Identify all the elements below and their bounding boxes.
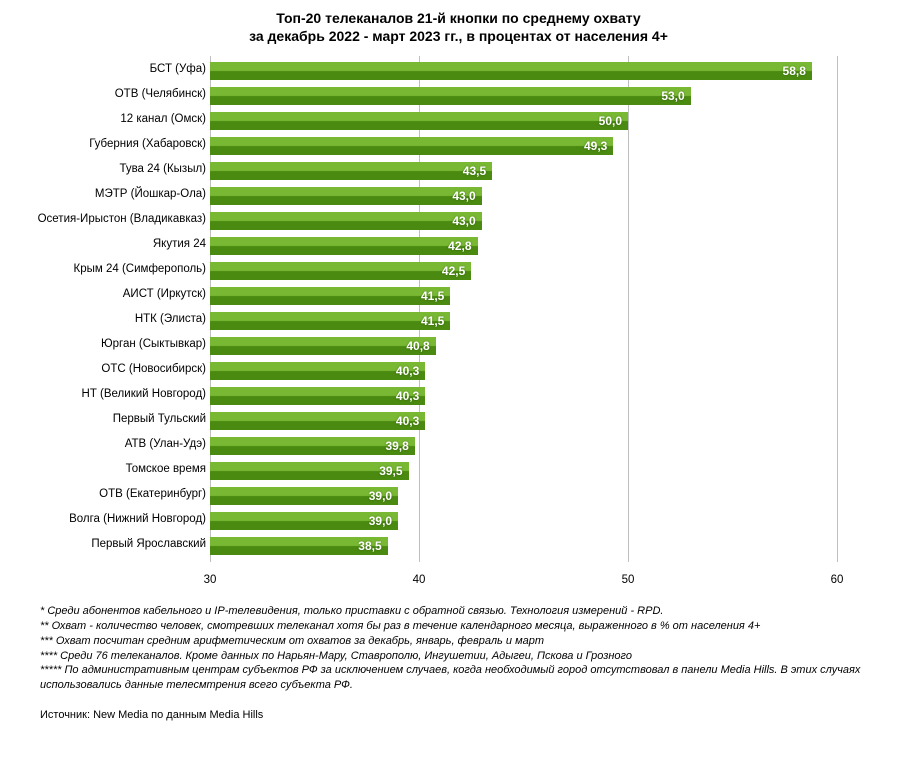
bar: 40,8 bbox=[210, 337, 436, 355]
category-label: Первый Ярославский bbox=[91, 538, 206, 550]
bar-value-label: 39,8 bbox=[385, 439, 408, 453]
bar: 42,5 bbox=[210, 262, 471, 280]
bar-value-label: 43,0 bbox=[452, 189, 475, 203]
source-line: Источник: New Media по данным Media Hill… bbox=[40, 709, 877, 721]
bar: 43,0 bbox=[210, 212, 482, 230]
gridline bbox=[628, 56, 629, 562]
bar: 39,0 bbox=[210, 487, 398, 505]
bar: 53,0 bbox=[210, 87, 691, 105]
chart-title: Топ-20 телеканалов 21-й кнопки по средне… bbox=[0, 0, 917, 45]
bar-value-label: 38,5 bbox=[358, 539, 381, 553]
category-label: ОТС (Новосибирск) bbox=[101, 363, 206, 375]
bar: 38,5 bbox=[210, 537, 388, 555]
bar: 40,3 bbox=[210, 387, 425, 405]
bar: 41,5 bbox=[210, 287, 450, 305]
category-label: Тува 24 (Кызыл) bbox=[119, 163, 206, 175]
y-axis-labels: БСТ (Уфа) ОТВ (Челябинск) 12 канал (Омск) Г… bbox=[40, 56, 206, 562]
footnote-3: *** Охват посчитан средним арифметически… bbox=[40, 634, 877, 649]
bar: 43,0 bbox=[210, 187, 482, 205]
bar-value-label: 40,3 bbox=[396, 364, 419, 378]
bar: 41,5 bbox=[210, 312, 450, 330]
bar-value-label: 40,8 bbox=[406, 339, 429, 353]
bar-value-label: 50,0 bbox=[599, 114, 622, 128]
bar-value-label: 42,8 bbox=[448, 239, 471, 253]
bar-value-label: 40,3 bbox=[396, 414, 419, 428]
bar-value-label: 58,8 bbox=[783, 64, 806, 78]
bar-value-label: 43,5 bbox=[463, 164, 486, 178]
x-tick-label: 50 bbox=[622, 574, 635, 586]
category-label: Осетия-Ирыстон (Владикавказ) bbox=[38, 213, 206, 225]
bar: 50,0 bbox=[210, 112, 628, 130]
bar: 43,5 bbox=[210, 162, 492, 180]
category-label: 12 канал (Омск) bbox=[120, 113, 206, 125]
category-label: Первый Тульский bbox=[113, 413, 206, 425]
chart-title-line2: за декабрь 2022 - март 2023 гг., в проце… bbox=[0, 28, 917, 46]
bar-value-label: 39,0 bbox=[369, 514, 392, 528]
bar-value-label: 41,5 bbox=[421, 289, 444, 303]
bar: 40,3 bbox=[210, 362, 425, 380]
bar-value-label: 39,0 bbox=[369, 489, 392, 503]
bar: 39,0 bbox=[210, 512, 398, 530]
category-label: Губерния (Хабаровск) bbox=[89, 138, 206, 150]
category-label: МЭТР (Йошкар-Ола) bbox=[95, 188, 206, 200]
footnote-4: **** Среди 76 телеканалов. Кроме данных … bbox=[40, 649, 877, 664]
category-label: Крым 24 (Симферополь) bbox=[74, 263, 206, 275]
footer: * Среди абонентов кабельного и IP-телеви… bbox=[40, 604, 877, 721]
category-label: Якутия 24 bbox=[153, 238, 206, 250]
bar: 42,8 bbox=[210, 237, 478, 255]
bar-value-label: 53,0 bbox=[661, 89, 684, 103]
category-label: БСТ (Уфа) bbox=[150, 63, 206, 75]
bar-value-label: 39,5 bbox=[379, 464, 402, 478]
bar: 39,8 bbox=[210, 437, 415, 455]
chart-area: БСТ (Уфа) ОТВ (Челябинск) 12 канал (Омск) Г… bbox=[40, 56, 877, 588]
footnote-2: ** Охват - количество человек, смотревши… bbox=[40, 619, 877, 634]
bar-value-label: 40,3 bbox=[396, 389, 419, 403]
bar-value-label: 43,0 bbox=[452, 214, 475, 228]
x-tick-label: 60 bbox=[831, 574, 844, 586]
category-label: Томское время bbox=[126, 463, 206, 475]
gridline bbox=[419, 56, 420, 562]
category-label: АТВ (Улан-Удэ) bbox=[125, 438, 206, 450]
category-label: АИСТ (Иркутск) bbox=[123, 288, 206, 300]
category-label: Волга (Нижний Новгород) bbox=[69, 513, 206, 525]
bar: 40,3 bbox=[210, 412, 425, 430]
x-tick-label: 30 bbox=[204, 574, 217, 586]
chart-title-line1: Топ-20 телеканалов 21-й кнопки по средне… bbox=[0, 10, 917, 28]
bar: 49,3 bbox=[210, 137, 613, 155]
category-label: ОТВ (Екатеринбург) bbox=[99, 488, 206, 500]
bar: 39,5 bbox=[210, 462, 409, 480]
category-label: Юрган (Сыктывкар) bbox=[101, 338, 206, 350]
category-label: НТ (Великий Новгород) bbox=[82, 388, 206, 400]
footnote-1: * Среди абонентов кабельного и IP-телеви… bbox=[40, 604, 877, 619]
bar: 58,8 bbox=[210, 62, 812, 80]
chart-container: Топ-20 телеканалов 21-й кнопки по средне… bbox=[0, 0, 917, 768]
gridline bbox=[837, 56, 838, 562]
footnote-5: ***** По административным центрам субъек… bbox=[40, 663, 877, 693]
x-tick-label: 40 bbox=[413, 574, 426, 586]
category-label: ОТВ (Челябинск) bbox=[115, 88, 206, 100]
plot-area: 3040506058,853,050,049,343,543,043,042,8… bbox=[210, 56, 837, 562]
bar-value-label: 49,3 bbox=[584, 139, 607, 153]
bar-value-label: 41,5 bbox=[421, 314, 444, 328]
category-label: НТК (Элиста) bbox=[135, 313, 206, 325]
bar-value-label: 42,5 bbox=[442, 264, 465, 278]
